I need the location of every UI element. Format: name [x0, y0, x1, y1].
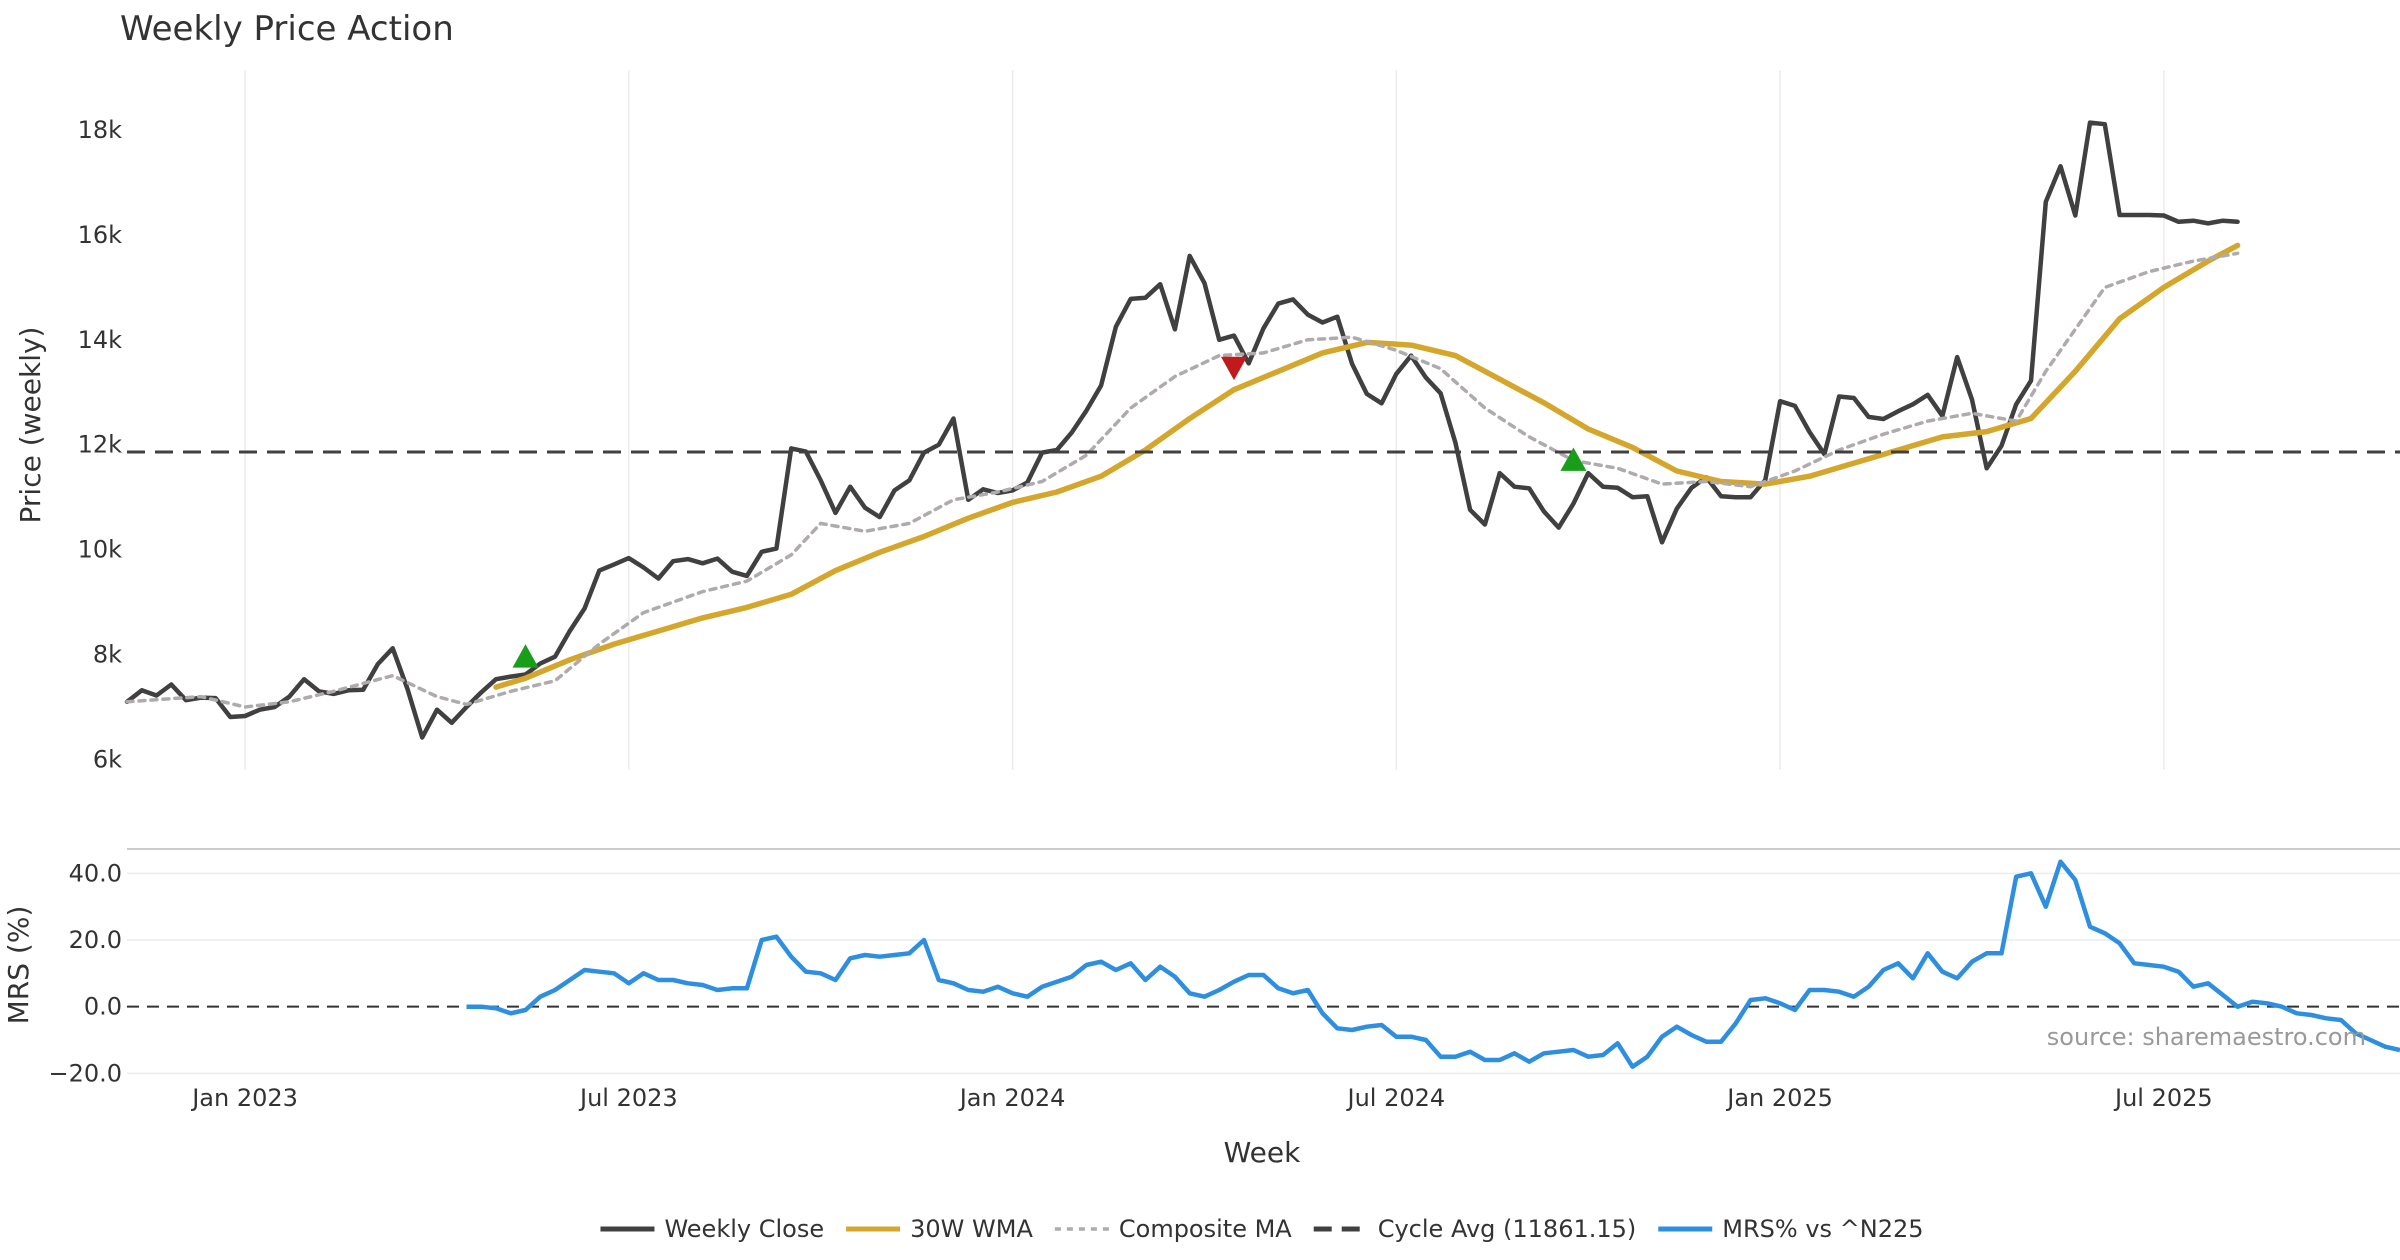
signal-markers [512, 356, 1587, 668]
price-ytick-label: 8k [93, 641, 122, 669]
legend[interactable]: Weekly Close 30W WMA Composite MA Cycle Avg… [600, 1215, 1924, 1243]
legend-item-cycle-avg-11861-15[interactable]: Cycle Avg (11861.15) [1313, 1215, 1637, 1243]
price-y-axis-label: Price (weekly) [14, 327, 47, 524]
legend-item-30w-wma[interactable]: 30W WMA [846, 1215, 1033, 1243]
price-ytick-label: 12k [78, 431, 123, 459]
x-axis-label: Week [1224, 1136, 1301, 1169]
x-tick-label: Jan 2024 [958, 1084, 1066, 1112]
series-composite-ma [125, 251, 2240, 709]
x-axis-ticks: Jan 2023 Jul 2023 Jan 2024 Jul 2024 Jan 2025… [190, 1084, 2212, 1112]
chart-title: Weekly Price Action [120, 9, 454, 49]
buy-signal-marker [512, 644, 539, 668]
price-ytick-label: 10k [78, 536, 123, 564]
x-tick-label: Jan 2025 [1725, 1084, 1833, 1112]
x-tick-label: Jul 2023 [578, 1084, 678, 1112]
series-30w-wma [493, 242, 2241, 690]
mrs-ytick-label: −20.0 [48, 1059, 122, 1087]
mrs-panel: −20.0 0.0 20.0 40.0 MRS (%) source: sharema… [2, 848, 2400, 1087]
legend-item-composite-ma[interactable]: Composite MA [1054, 1215, 1292, 1243]
price-ytick-label: 14k [78, 326, 123, 354]
price-ytick-label: 18k [78, 116, 123, 144]
legend-label: Weekly Close [664, 1215, 824, 1243]
mrs-y-ticks: −20.0 0.0 20.0 40.0 [48, 859, 122, 1087]
price-gridlines [244, 70, 2165, 770]
x-tick-label: Jul 2024 [1346, 1084, 1446, 1112]
buy-signal-marker [1560, 447, 1587, 471]
mrs-series-group [466, 859, 2400, 1069]
x-tick-label: Jul 2025 [2113, 1084, 2213, 1112]
mrs-ytick-label: 0.0 [84, 993, 122, 1021]
sell-signal-marker [1220, 356, 1247, 381]
series-weekly-close [124, 120, 2240, 740]
mrs-ytick-label: 20.0 [69, 926, 122, 954]
legend-label: Composite MA [1119, 1215, 1292, 1243]
legend-item-weekly-close[interactable]: Weekly Close [600, 1215, 824, 1243]
legend-label: 30W WMA [910, 1215, 1033, 1243]
legend-item-mrs-vs-n225[interactable]: MRS% vs ^N225 [1658, 1215, 1924, 1243]
price-panel: 6k 8k 10k 12k 14k 16k 18k Price (weekly) [14, 70, 2400, 774]
legend-label: Cycle Avg (11861.15) [1378, 1215, 1637, 1243]
mrs-y-axis-label: MRS (%) [2, 906, 35, 1025]
price-series-group [124, 120, 2400, 740]
mrs-ytick-label: 40.0 [69, 859, 122, 887]
price-ytick-label: 6k [93, 746, 122, 774]
price-ytick-label: 16k [78, 221, 123, 249]
source-annotation: source: sharemaestro.com [2047, 1023, 2366, 1051]
x-tick-label: Jan 2023 [190, 1084, 298, 1112]
series-mrs-vs-n225 [466, 859, 2400, 1069]
price-y-ticks: 6k 8k 10k 12k 14k 16k 18k [78, 116, 123, 774]
legend-label: MRS% vs ^N225 [1722, 1215, 1923, 1243]
